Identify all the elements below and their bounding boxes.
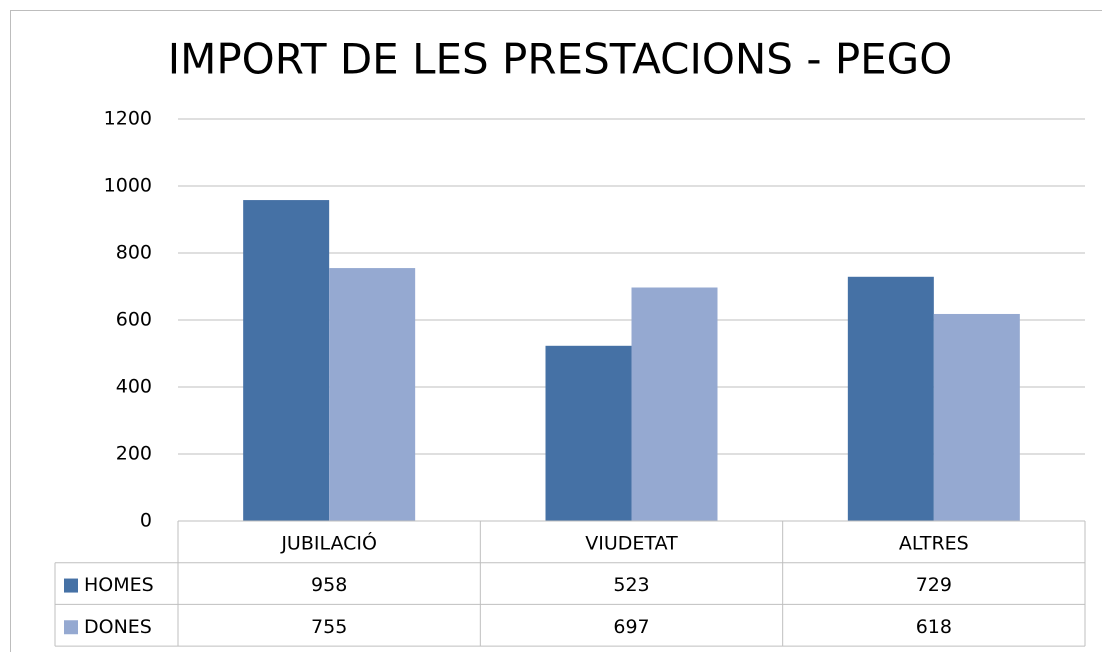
x-tick-label: JUBILACIÓ [280, 530, 377, 554]
y-tick-label: 0 [140, 510, 152, 532]
table-value: 958 [311, 574, 347, 596]
y-tick-label: 200 [116, 443, 152, 465]
y-tick-label: 600 [116, 309, 152, 331]
legend-swatch [64, 620, 78, 634]
y-tick-label: 400 [116, 376, 152, 398]
x-tick-label: ALTRES [899, 532, 969, 554]
table-value: 523 [613, 574, 649, 596]
table-value: 697 [613, 616, 649, 638]
table-value: 755 [311, 616, 347, 638]
legend-label: DONES [84, 616, 152, 638]
bar [546, 346, 632, 521]
table-value: 618 [916, 616, 952, 638]
bar [243, 200, 329, 521]
bar [934, 314, 1020, 521]
legend-label: HOMES [84, 574, 154, 596]
legend-swatch [64, 579, 78, 593]
bar [632, 288, 718, 521]
y-tick-label: 1000 [104, 175, 152, 197]
chart-title: IMPORT DE LES PRESTACIONS - PEGO [168, 35, 953, 84]
y-tick-label: 1200 [104, 108, 152, 130]
x-tick-label: VIUDETAT [585, 532, 678, 554]
bar [848, 277, 934, 521]
y-tick-label: 800 [116, 242, 152, 264]
table-value: 729 [916, 574, 952, 596]
bar [329, 268, 415, 521]
